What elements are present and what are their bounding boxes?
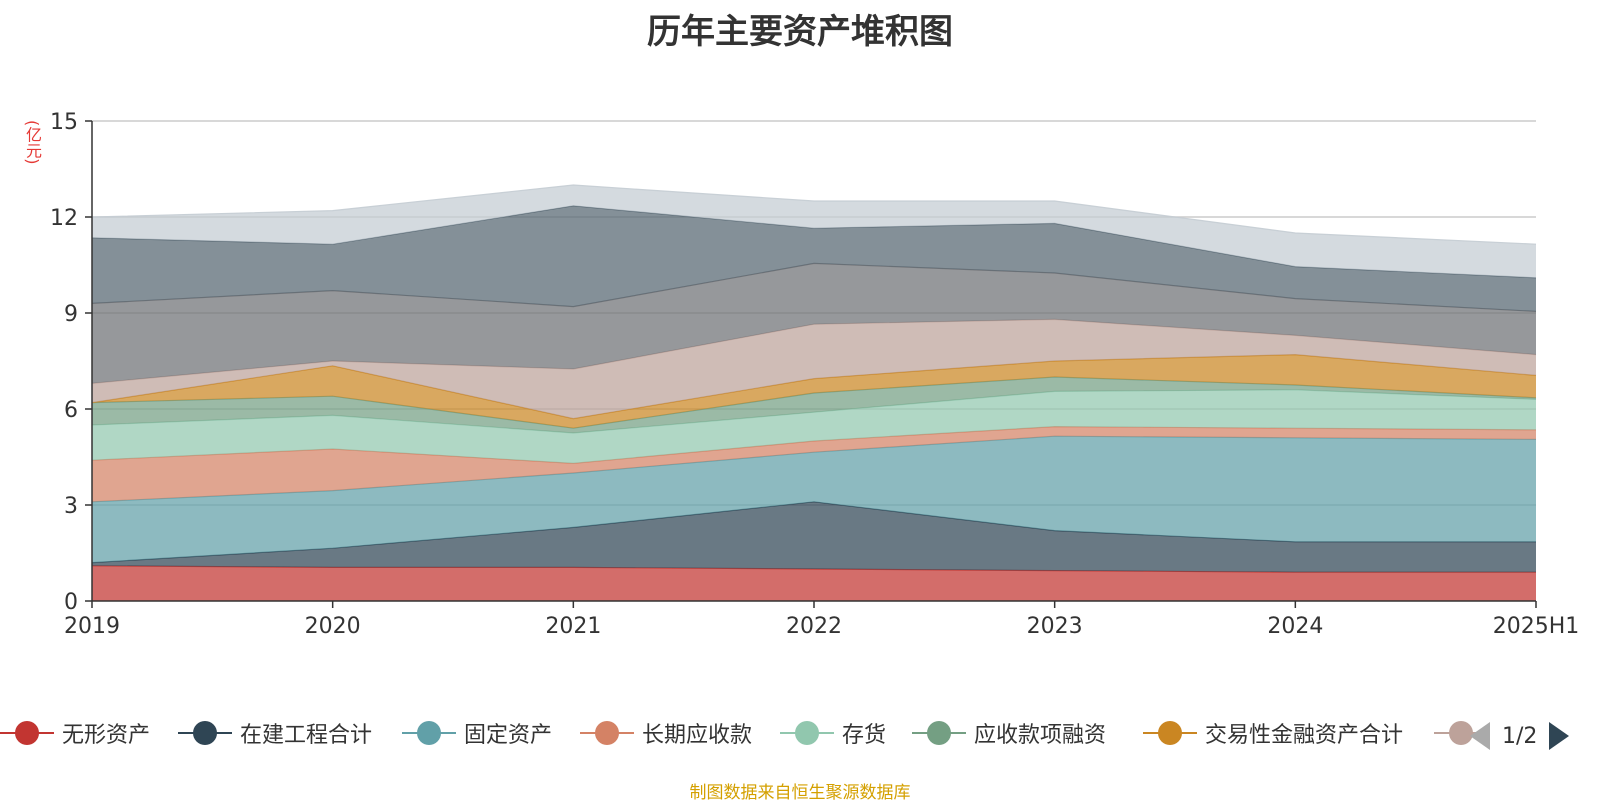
area-series-1 — [92, 565, 1536, 601]
legend-marker-icon — [580, 718, 634, 748]
chart-canvas: 0 3 6 9 12 15 2019 2020 2021 2022 2023 2024 2025H1 — [50, 110, 1580, 639]
area-series-5 — [92, 389, 1536, 464]
legend-label: 应收款项融资 — [974, 723, 1107, 748]
legend-item[interactable]: 无形资产 — [0, 715, 150, 751]
area-series-11 — [92, 185, 1536, 278]
legend-item[interactable]: 交易性金融资产合计 — [1143, 715, 1403, 751]
area-series-10 — [92, 205, 1536, 312]
x-tick-label: 2024 — [1267, 614, 1323, 639]
area-series-6 — [92, 377, 1536, 433]
area-series-4 — [92, 426, 1536, 502]
y-tick-label: 6 — [64, 398, 78, 423]
y-tick-label: 15 — [50, 110, 78, 135]
chart-title: 历年主要资产堆积图 — [647, 12, 953, 52]
legend-marker-icon — [0, 718, 54, 748]
area-series-7 — [92, 354, 1536, 429]
x-tick-label: 2020 — [305, 614, 361, 639]
legend-next-page-icon[interactable] — [1549, 722, 1570, 750]
legend-label: 在建工程合计 — [240, 723, 373, 748]
legend-label: 固定资产 — [464, 723, 553, 748]
legend: 无形资产 在建工程合计 固定资产 长期应收款 存货 应收款项融资 交易性金融资产合计 — [0, 715, 1600, 755]
legend-label: 交易性金融资产合计 — [1205, 723, 1404, 748]
legend-label: 存货 — [842, 723, 887, 748]
legend-item[interactable]: 在建工程合计 — [178, 715, 372, 751]
legend-item[interactable]: 存货 — [780, 715, 886, 751]
x-tick-label: 2022 — [786, 614, 842, 639]
area-series-3 — [92, 436, 1536, 563]
y-tick-label: 9 — [64, 302, 78, 327]
x-tick-label: 2019 — [64, 614, 120, 639]
legend-item[interactable]: 固定资产 — [402, 715, 552, 751]
area-series-2 — [92, 501, 1536, 573]
area-series-9 — [92, 263, 1536, 384]
y-tick-label: 0 — [64, 590, 78, 615]
y-tick-label: 12 — [50, 206, 78, 231]
legend-prev-page-icon[interactable] — [1470, 722, 1490, 750]
legend-marker-icon — [1434, 718, 1488, 748]
legend-label: 长期应收款 — [642, 723, 753, 748]
data-source-note: 制图数据来自恒生聚源数据库 — [689, 783, 911, 803]
legend-marker-icon — [780, 718, 834, 748]
legend-item[interactable]: 长期应收款 — [580, 715, 752, 751]
series-line-11 — [91, 184, 1537, 245]
y-tick-label: 3 — [64, 494, 78, 519]
x-tick-label: 2025H1 — [1493, 614, 1580, 639]
legend-item[interactable]: 应收款项融资 — [912, 715, 1106, 751]
area-series-8 — [92, 319, 1536, 419]
legend-page-number: 1/2 — [1502, 723, 1538, 749]
y-axis-label: (亿元) — [23, 120, 42, 165]
legend-marker-icon — [402, 718, 456, 748]
x-tick-label: 2021 — [545, 614, 601, 639]
legend-pager: 1/2 — [1470, 718, 1570, 754]
legend-marker-icon — [178, 718, 232, 748]
legend-item[interactable] — [1434, 715, 1496, 751]
legend-marker-icon — [912, 718, 966, 748]
legend-marker-icon — [1143, 718, 1197, 748]
x-tick-label: 2023 — [1027, 614, 1083, 639]
legend-label: 无形资产 — [62, 723, 151, 748]
